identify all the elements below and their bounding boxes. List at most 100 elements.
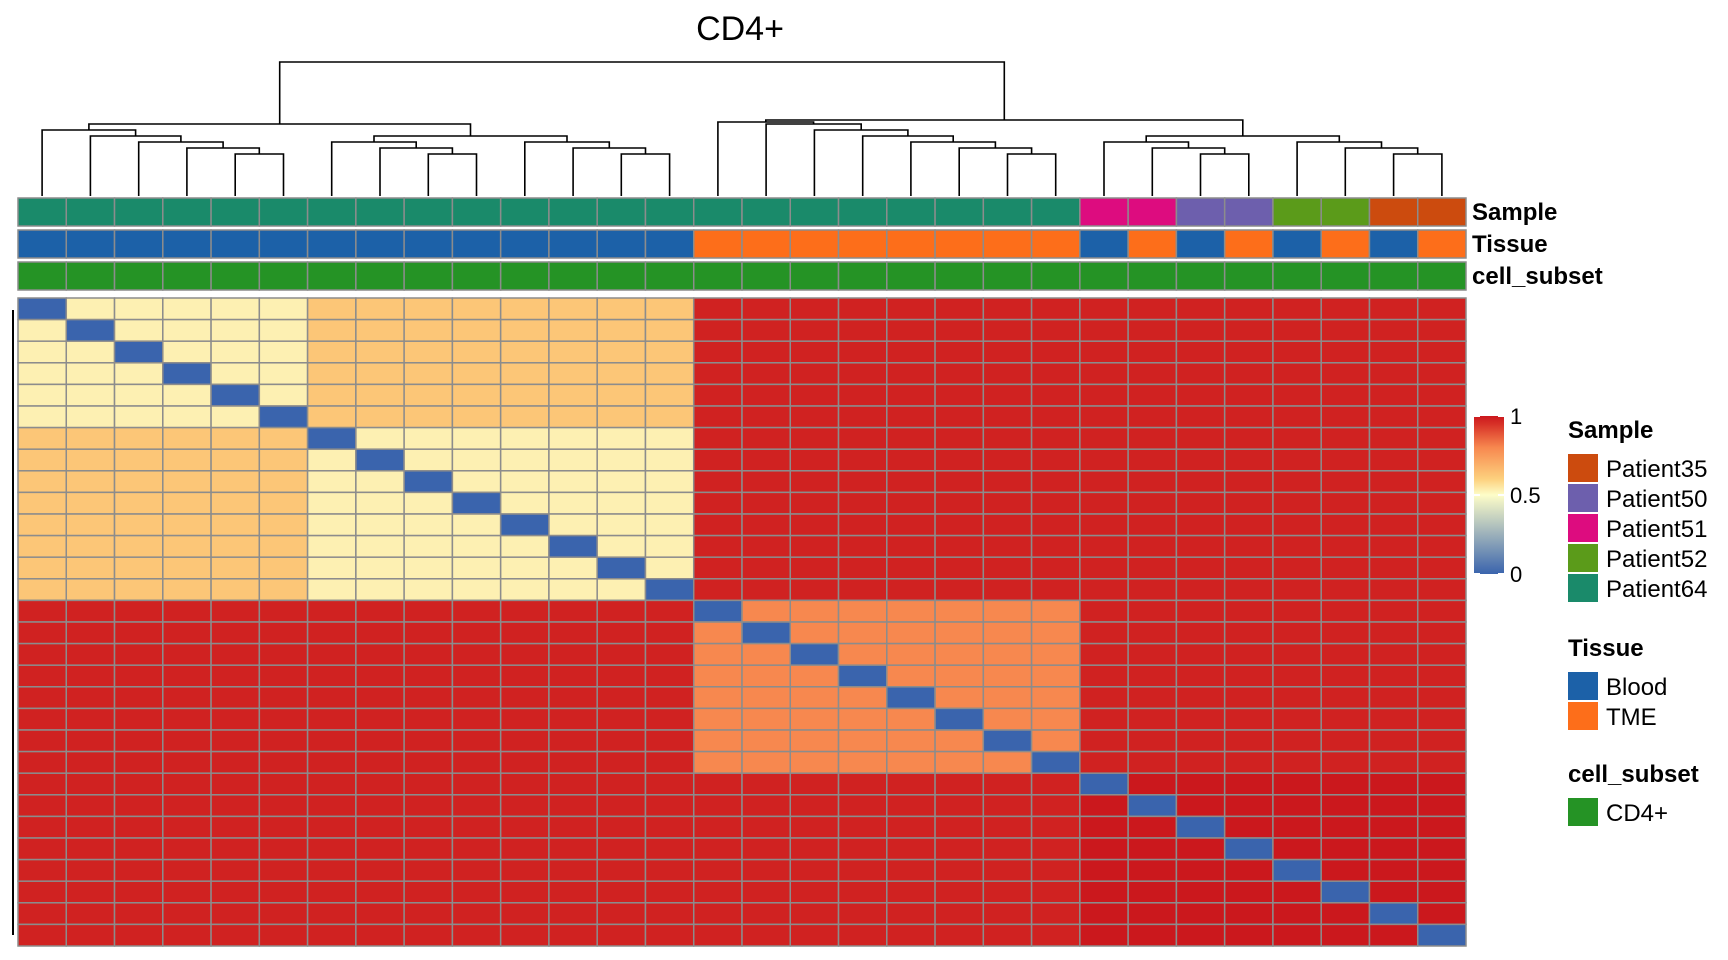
heatmap-cells	[17, 297, 1467, 947]
dendrogram-root	[278, 61, 1006, 124]
heatmap-cell	[451, 405, 502, 429]
heatmap-cell	[1272, 880, 1322, 904]
heatmap-cell	[982, 448, 1033, 472]
heatmap-cell	[65, 664, 116, 688]
heatmap-cell	[741, 318, 792, 342]
heatmap-cell	[548, 383, 598, 407]
heatmap-cell	[65, 318, 116, 342]
legend-swatch	[1568, 574, 1598, 602]
heatmap-cell	[1368, 837, 1419, 861]
heatmap-cell	[499, 815, 550, 839]
heatmap-cell	[1416, 621, 1467, 645]
heatmap-cell	[355, 448, 405, 472]
heatmap-cell	[403, 534, 454, 558]
heatmap-cell	[837, 664, 888, 688]
heatmap-cell	[1416, 729, 1467, 753]
dendrogram-branch	[89, 135, 182, 196]
heatmap-cell	[1368, 318, 1419, 342]
heatmap-cell	[596, 880, 647, 904]
annotation-cell	[982, 261, 1033, 291]
heatmap-cell	[1272, 318, 1322, 342]
legend-swatch	[1568, 798, 1598, 826]
heatmap-cell	[1416, 491, 1467, 515]
heatmap-cell	[1416, 383, 1467, 407]
heatmap-cell	[17, 556, 68, 580]
heatmap-cell	[113, 664, 164, 688]
heatmap-cell	[886, 491, 936, 515]
heatmap-cell	[162, 858, 212, 882]
heatmap-cell	[886, 405, 936, 429]
heatmap-cell	[1272, 729, 1322, 753]
annotation-cell	[1030, 197, 1081, 227]
heatmap-cell	[162, 318, 212, 342]
heatmap-cell	[886, 621, 936, 645]
heatmap-cell	[403, 729, 454, 753]
annotation-cell	[403, 197, 454, 227]
heatmap-cell	[596, 599, 647, 623]
heatmap-cell	[258, 858, 309, 882]
heatmap-cell	[837, 750, 888, 774]
heatmap-cell	[1320, 491, 1371, 515]
heatmap-cell	[1320, 858, 1371, 882]
heatmap-cell	[741, 664, 792, 688]
heatmap-cell	[548, 923, 598, 947]
heatmap-cell	[644, 729, 695, 753]
heatmap-cell	[17, 880, 68, 904]
heatmap-cell	[886, 297, 936, 321]
annotation-cell	[789, 197, 840, 227]
heatmap-cell	[1030, 837, 1081, 861]
heatmap-cell	[1030, 297, 1081, 321]
dendrogram-branch	[861, 135, 954, 196]
heatmap-cell	[837, 923, 888, 947]
heatmap-cell	[692, 513, 743, 537]
heatmap-cell	[403, 923, 454, 947]
heatmap-cell	[355, 794, 405, 818]
heatmap-cell	[886, 664, 936, 688]
heatmap-cell	[1272, 470, 1322, 494]
heatmap-cell	[644, 318, 695, 342]
heatmap-cell	[982, 750, 1033, 774]
annotation-cell	[741, 261, 792, 291]
heatmap-cell	[210, 470, 261, 494]
heatmap-cell	[1079, 491, 1129, 515]
heatmap-cell	[355, 318, 405, 342]
heatmap-cell	[258, 297, 309, 321]
heatmap-cell	[403, 772, 454, 796]
heatmap-cell	[886, 858, 936, 882]
annotation-cell	[65, 197, 116, 227]
heatmap-cell	[692, 772, 743, 796]
heatmap-cell	[1223, 750, 1274, 774]
heatmap-cell	[1223, 513, 1274, 537]
heatmap-cell	[113, 556, 164, 580]
heatmap-cell	[210, 448, 261, 472]
heatmap-cell	[162, 405, 212, 429]
annotation-cell	[982, 197, 1033, 227]
annotation-cell	[1175, 229, 1226, 259]
annotation-cell	[162, 229, 212, 259]
heatmap-cell	[258, 405, 309, 429]
heatmap-cell	[837, 815, 888, 839]
heatmap-cell	[1416, 578, 1467, 602]
heatmap-cell	[1320, 621, 1371, 645]
heatmap-cell	[789, 318, 840, 342]
heatmap-cell	[1127, 491, 1178, 515]
heatmap-cell	[886, 923, 936, 947]
dendrogram-branch	[379, 147, 454, 196]
heatmap-cell	[692, 923, 743, 947]
heatmap-cell	[1030, 729, 1081, 753]
heatmap-cell	[258, 902, 309, 926]
heatmap-cell	[886, 686, 936, 710]
heatmap-cell	[403, 318, 454, 342]
heatmap-cell	[1368, 794, 1419, 818]
heatmap-cell	[17, 448, 68, 472]
heatmap-cell	[113, 837, 164, 861]
heatmap-cell	[1175, 578, 1226, 602]
heatmap-cell	[162, 902, 212, 926]
heatmap-cell	[644, 578, 695, 602]
heatmap-cell	[548, 556, 598, 580]
heatmap-cell	[113, 686, 164, 710]
heatmap-cell	[741, 858, 792, 882]
heatmap-cell	[258, 318, 309, 342]
heatmap-cell	[1320, 513, 1371, 537]
heatmap-cell	[1223, 858, 1274, 882]
